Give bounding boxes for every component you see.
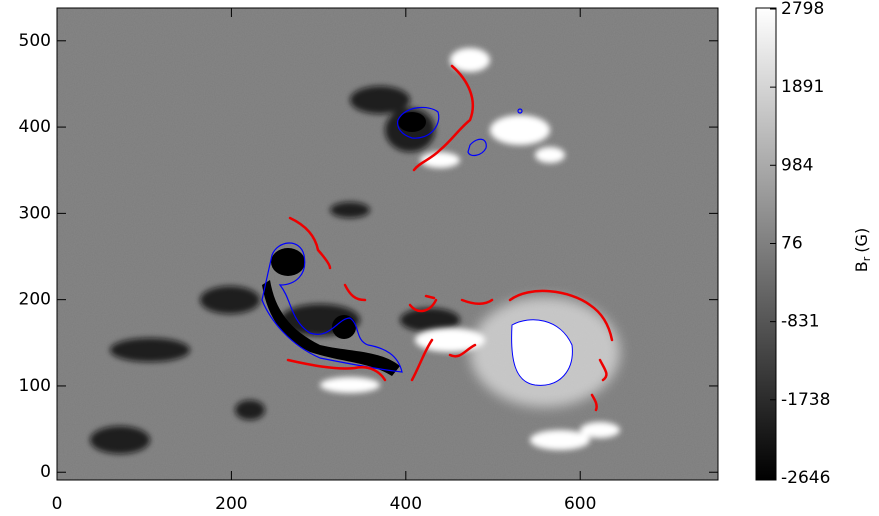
colorbar-tick-label: 76 bbox=[781, 234, 803, 254]
y-tick-label: 200 bbox=[19, 290, 51, 310]
colorbar-tick-label: -1738 bbox=[781, 390, 830, 410]
colorbar-tick-label: 2798 bbox=[781, 0, 824, 19]
x-tick-label: 400 bbox=[390, 494, 422, 514]
y-tick-label: 0 bbox=[40, 462, 51, 482]
y-tick-label: 300 bbox=[19, 203, 51, 223]
magnetogram bbox=[57, 8, 718, 480]
colorbar-tick-label: -831 bbox=[781, 312, 820, 332]
x-tick-label: 600 bbox=[564, 494, 596, 514]
colorbar-tick-label: -2646 bbox=[781, 468, 830, 488]
y-tick-label: 500 bbox=[19, 31, 51, 51]
x-tick-label: 200 bbox=[215, 494, 247, 514]
chart: Br(G) 0 200 400 600 0 100 200 300 400 500 2798 1891… bbox=[0, 0, 879, 516]
y-tick-label: 100 bbox=[19, 376, 51, 396]
x-tick-label: 0 bbox=[52, 494, 63, 514]
colorbar-tick-label: 984 bbox=[781, 155, 813, 175]
colorbar-tick-label: 1891 bbox=[781, 77, 824, 97]
y-tick-label: 400 bbox=[19, 117, 51, 137]
colorbar-label: Br(G) bbox=[852, 228, 874, 272]
